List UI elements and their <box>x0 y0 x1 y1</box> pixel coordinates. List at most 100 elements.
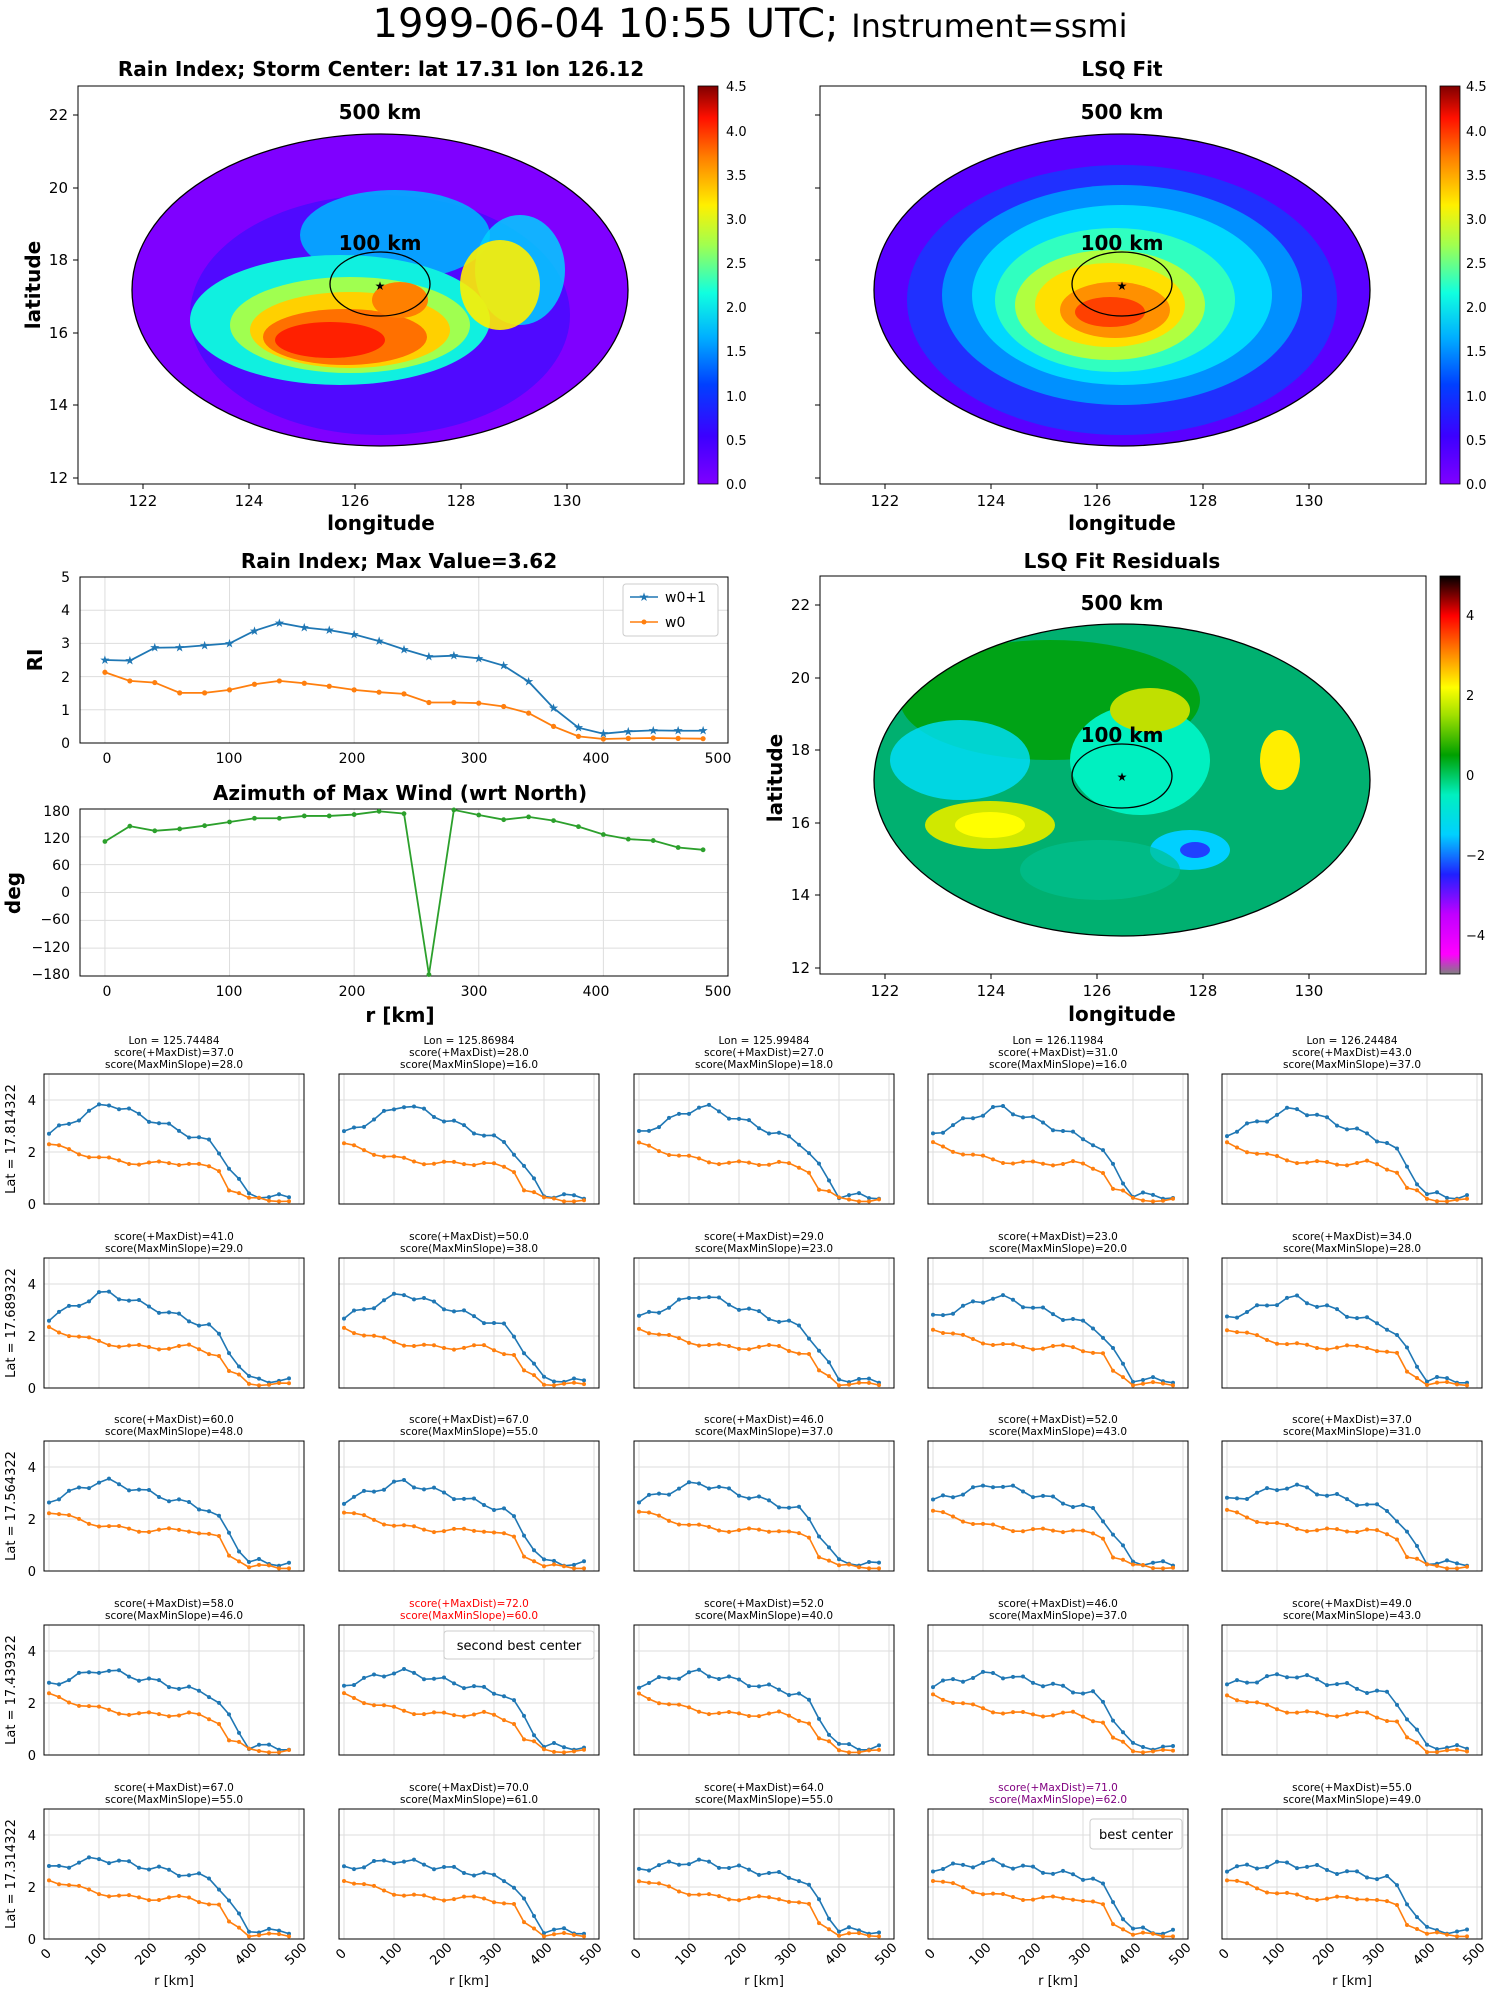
data-point <box>1315 1528 1319 1533</box>
data-point <box>157 1712 161 1717</box>
data-point <box>552 1383 556 1388</box>
data-point <box>817 1161 821 1166</box>
data-point: ★ <box>473 651 484 665</box>
cbar-tick: 1.5 <box>1466 345 1487 360</box>
data-point <box>931 1327 935 1332</box>
data-point <box>777 1505 781 1510</box>
data-point <box>717 1528 721 1533</box>
data-point <box>817 1921 821 1926</box>
data-point <box>1445 1566 1449 1571</box>
panel-score-label: score(+MaxDist)=27.0 <box>704 1047 824 1059</box>
data-point <box>697 1343 701 1348</box>
panel-y-tick: 4 <box>28 1461 36 1476</box>
data-point <box>991 1296 995 1301</box>
data-point <box>326 683 332 689</box>
series-line <box>48 1103 290 1199</box>
data-point <box>247 1191 251 1196</box>
data-point <box>757 1714 761 1719</box>
data-point <box>647 1680 651 1685</box>
data-point <box>1395 1903 1399 1908</box>
panel-y-tick: 4 <box>28 1829 36 1844</box>
data-point <box>1131 1740 1135 1745</box>
data-point <box>257 1383 261 1388</box>
data-point <box>1415 1727 1419 1732</box>
rain-index-label-500: 500 km <box>339 100 422 124</box>
lsq-fit-colorbar <box>1439 85 1461 485</box>
candidate-panel: score(+MaxDist)=72.0score(MaxMinSlope)=6… <box>338 1598 600 1756</box>
data-point <box>675 735 681 741</box>
data-point <box>372 1489 376 1494</box>
data-point <box>637 1140 641 1145</box>
data-point <box>87 1670 91 1675</box>
data-point <box>1265 1702 1269 1707</box>
data-point <box>542 1557 546 1562</box>
data-point <box>137 1162 141 1167</box>
data-point <box>97 1892 101 1897</box>
data-point <box>941 1130 945 1135</box>
data-point <box>697 1667 701 1672</box>
data-point <box>462 1714 466 1719</box>
data-point <box>1405 1555 1409 1560</box>
y-tick: 0 <box>61 736 70 752</box>
data-point <box>1245 1700 1249 1705</box>
data-point <box>1235 1678 1239 1683</box>
data-point <box>277 1381 281 1386</box>
data-point <box>352 1683 356 1688</box>
data-point <box>667 1333 671 1338</box>
data-point <box>747 1684 751 1689</box>
panel-xlabel: r [km] <box>154 1974 194 1989</box>
data-point <box>352 1331 356 1336</box>
data-point <box>1375 1715 1379 1720</box>
data-point <box>1001 1342 1005 1347</box>
data-point <box>1375 1321 1379 1326</box>
data-point <box>402 1478 406 1483</box>
data-point <box>562 1745 566 1750</box>
data-point <box>1365 1710 1369 1715</box>
data-point <box>727 1116 731 1121</box>
data-point <box>482 1133 486 1138</box>
data-point <box>1445 1195 1449 1200</box>
data-point <box>482 1529 486 1534</box>
candidate-panel: score(+MaxDist)=46.0score(MaxMinSlope)=3… <box>927 1598 1189 1756</box>
data-point <box>717 1677 721 1682</box>
data-point <box>1111 1900 1115 1905</box>
data-point <box>747 1714 751 1719</box>
data-point <box>637 1685 641 1690</box>
data-point <box>77 1883 81 1888</box>
data-point <box>657 1881 661 1886</box>
data-point <box>57 1863 61 1868</box>
panel-axes <box>633 1440 895 1572</box>
series-line <box>638 1880 880 1938</box>
data-point <box>1425 1742 1429 1747</box>
data-point <box>217 1887 221 1892</box>
data-point <box>217 1169 221 1174</box>
data-point <box>572 1932 576 1937</box>
data-point <box>137 1111 141 1116</box>
data-point <box>301 813 307 819</box>
data-point <box>677 1522 681 1527</box>
data-point <box>1061 1501 1065 1506</box>
data-point <box>267 1563 271 1568</box>
data-point <box>787 1161 791 1166</box>
rain-index-colorbar <box>697 85 719 485</box>
data-point <box>532 1548 536 1553</box>
data-point <box>107 1894 111 1899</box>
data-point <box>207 1695 211 1700</box>
lsq-fit-xticks: 122 124 126 128 130 <box>815 114 1323 510</box>
data-point <box>667 1702 671 1707</box>
data-point <box>877 1383 881 1388</box>
data-point <box>1375 1349 1379 1354</box>
data-point <box>1375 1877 1379 1882</box>
data-point <box>837 1195 841 1200</box>
data-point <box>77 1860 81 1865</box>
panel-x-tick: 0 <box>38 1946 54 1962</box>
data-point <box>1295 1293 1299 1298</box>
data-point <box>1465 1383 1469 1388</box>
data-point <box>717 1484 721 1489</box>
data-point <box>1101 1881 1105 1886</box>
series-line <box>343 1105 585 1200</box>
data-point <box>1355 1686 1359 1691</box>
data-point <box>1091 1166 1095 1171</box>
panel-score-label: score(+MaxDist)=58.0 <box>114 1598 234 1610</box>
data-point <box>1171 1748 1175 1753</box>
